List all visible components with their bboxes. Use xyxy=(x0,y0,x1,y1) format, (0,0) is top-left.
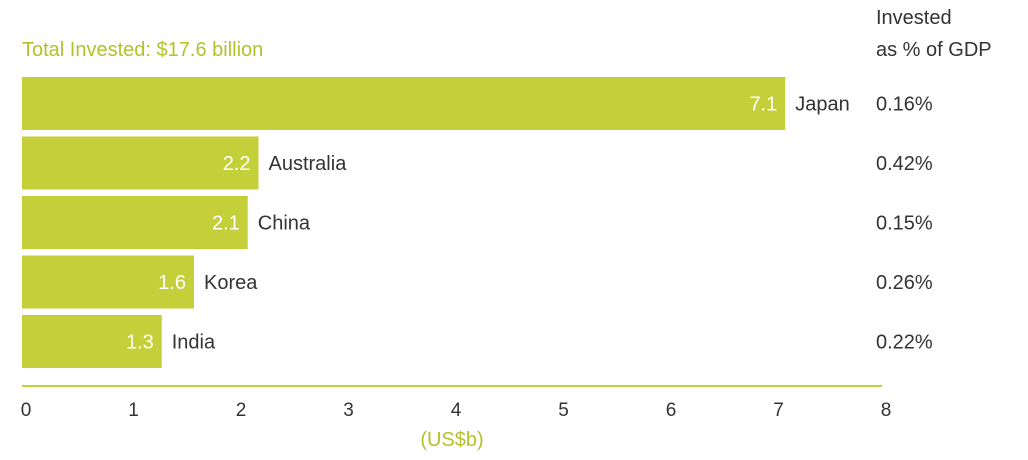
x-tick-label: 2 xyxy=(236,400,247,421)
bar-china xyxy=(22,196,248,249)
bars-group: 7.1 Japan 0.16% 2.2 Australia 0.42% 2.1 China 0.… xyxy=(22,77,933,368)
x-axis-label: (US$b) xyxy=(420,429,483,451)
x-tick-label: 8 xyxy=(881,400,892,421)
bar-korea xyxy=(22,255,194,309)
gdp-percent-value: 0.16% xyxy=(876,94,933,116)
gdp-percent-value: 0.42% xyxy=(876,153,933,175)
category-label: China xyxy=(258,213,311,235)
bar-india xyxy=(22,315,162,368)
category-label: India xyxy=(172,332,216,354)
category-label: Australia xyxy=(269,153,348,175)
category-label: Korea xyxy=(204,272,258,294)
right-column-header-line-2: as % of GDP xyxy=(876,39,992,61)
x-tick-labels: 0 1 2 3 4 5 6 7 8 xyxy=(21,400,892,421)
bar-value-label: 7.1 xyxy=(749,94,777,116)
x-tick-label: 1 xyxy=(128,400,139,421)
x-tick-label: 3 xyxy=(343,400,354,421)
x-tick-label: 0 xyxy=(21,400,32,421)
x-tick-label: 5 xyxy=(558,400,569,421)
bar-value-label: 2.2 xyxy=(223,153,251,175)
x-tick-label: 6 xyxy=(666,400,677,421)
chart-title: Total Invested: $17.6 billion xyxy=(22,39,263,61)
x-tick-label: 7 xyxy=(773,400,784,421)
bar-japan xyxy=(22,77,786,130)
x-tick-label: 4 xyxy=(451,400,462,421)
bar-value-label: 1.3 xyxy=(126,332,154,354)
category-label: Japan xyxy=(795,94,850,116)
right-column-header-line-1: Invested xyxy=(876,7,952,29)
gdp-percent-value: 0.22% xyxy=(876,332,933,354)
bar-value-label: 1.6 xyxy=(158,272,186,294)
bar-value-label: 2.1 xyxy=(212,213,240,235)
bar-australia xyxy=(22,136,259,190)
gdp-percent-value: 0.15% xyxy=(876,213,933,235)
gdp-percent-value: 0.26% xyxy=(876,272,933,294)
